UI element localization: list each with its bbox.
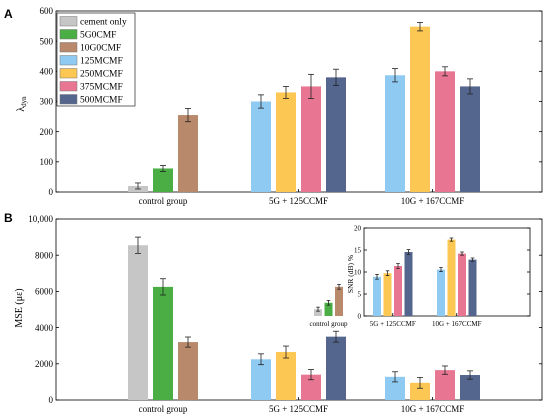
chart-b-bar: [410, 382, 430, 400]
legend-entry: 375MCMF: [80, 83, 123, 93]
legend-entry: 125MCMF: [80, 57, 123, 67]
chart-b-bar: [251, 359, 271, 400]
chart-a-xtick-label: 5G + 125CCMF: [269, 196, 328, 206]
legend-swatch: [59, 81, 78, 92]
panel-letter-a: A: [4, 7, 13, 21]
chart-inset-ytick-label: 10: [354, 268, 362, 276]
chart-a-xtick-label: control group: [139, 196, 188, 206]
chart-b-ylabel: MSE (με): [14, 288, 25, 327]
chart-a-xtick-label: 10G + 167CCMF: [401, 196, 465, 206]
legend-swatch: [59, 16, 78, 27]
chart-inset-bar: [458, 253, 466, 316]
chart-a-bar: [435, 71, 455, 192]
chart-a: 0 100 200 300 400 500 600 control group 5G + 125…: [40, 6, 543, 206]
chart-b-bar: [153, 286, 173, 400]
legend-swatch: [59, 94, 78, 105]
chart-inset-ytick-label: 15: [354, 246, 362, 254]
chart-inset-bar: [314, 309, 322, 316]
chart-inset-ylabel: SNR (dB) %: [346, 255, 355, 293]
panel-letter-b: B: [4, 211, 13, 225]
legend-entry: 5G0CMF: [80, 31, 116, 41]
chart-a-ytick-label: 500: [40, 36, 54, 46]
chart-a-bar: [276, 92, 296, 192]
chart-b-bar: [128, 245, 148, 400]
legend-entry: 500MCMF: [80, 96, 123, 106]
chart-inset-ytick-label: 5: [358, 290, 362, 298]
legend-swatch: [59, 55, 78, 66]
chart-b-ytick-label: 6000: [35, 287, 54, 297]
chart-b-bar: [326, 336, 346, 400]
chart-inset-bar: [383, 273, 392, 316]
chart-b-frame: [55, 218, 543, 401]
chart-a-bar: [410, 26, 430, 193]
chart-b-bar: [301, 374, 321, 400]
chart-inset-bar: [447, 239, 456, 316]
chart-inset-bar: [394, 266, 402, 316]
chart-b-bar: [178, 342, 198, 400]
chart-b-inset: 0 5 10 15 20 control group 5G + 125CCMF 10G + 1…: [310, 224, 531, 328]
legend-entry: 250MCMF: [80, 70, 123, 80]
chart-a-ytick-label: 600: [40, 6, 54, 16]
chart-a-bar: [460, 86, 480, 192]
chart-inset-bar: [373, 276, 381, 316]
legend-swatch: [59, 42, 78, 53]
chart-b-bar: [460, 375, 480, 400]
chart-b: 0 2000 4000 6000 8000 10,000 control group 5G +…: [28, 214, 543, 414]
chart-b-ytick-label: 10,000: [28, 214, 53, 224]
chart-b-ytick-label: 2000: [35, 359, 54, 369]
chart-inset-xtick-label: 10G + 167CCMF: [432, 320, 482, 328]
chart-inset-ytick-label: 20: [354, 224, 362, 232]
chart-b-bar: [276, 352, 296, 400]
chart-inset-bar: [324, 302, 333, 316]
chart-a-bar: [385, 75, 405, 192]
chart-a-bar: [153, 168, 173, 192]
chart-a-bar: [251, 101, 271, 192]
chart-b-xtick-label: 5G + 125CCMF: [269, 404, 328, 414]
chart-a-ylabel-main: λ: [16, 107, 27, 112]
chart-inset-bar: [404, 252, 413, 316]
chart-a-ytick-label: 400: [40, 66, 54, 76]
chart-a-ylabel-sub: dyn: [20, 96, 28, 107]
chart-a-bar: [326, 77, 346, 192]
chart-b-bar: [385, 376, 405, 400]
chart-a-ytick-label: 300: [40, 97, 54, 107]
legend-entry: cement only: [80, 18, 127, 28]
chart-inset-bar: [335, 286, 343, 316]
chart-a-bar: [178, 115, 198, 192]
legend-swatch: [59, 29, 78, 40]
chart-a-bar: [301, 86, 321, 192]
chart-b-bar: [435, 370, 455, 400]
legend: cement only 5G0CMF 10G0CMF 125MCMF 250MCMF 37…: [56, 12, 136, 107]
chart-inset-ytick-label: 0: [358, 312, 362, 320]
chart-a-ylabel: λdyn: [16, 96, 28, 112]
chart-a-ytick-label: 0: [49, 187, 54, 197]
chart-b-xtick-label: control group: [139, 404, 188, 414]
chart-inset-xtick-label: control group: [310, 320, 348, 328]
chart-inset-xtick-label: 5G + 125CCMF: [370, 320, 416, 328]
chart-inset-bar: [468, 259, 477, 316]
chart-a-ytick-label: 100: [40, 157, 54, 167]
legend-swatch: [59, 68, 78, 79]
legend-entry: 10G0CMF: [80, 44, 121, 54]
chart-a-ytick-label: 200: [40, 127, 54, 137]
chart-inset-bar: [437, 269, 445, 316]
chart-b-ytick-label: 8000: [35, 250, 54, 260]
chart-b-ytick-label: 0: [49, 395, 54, 405]
chart-b-ytick-label: 4000: [35, 323, 54, 333]
chart-b-xtick-label: 10G + 167CCMF: [401, 404, 465, 414]
